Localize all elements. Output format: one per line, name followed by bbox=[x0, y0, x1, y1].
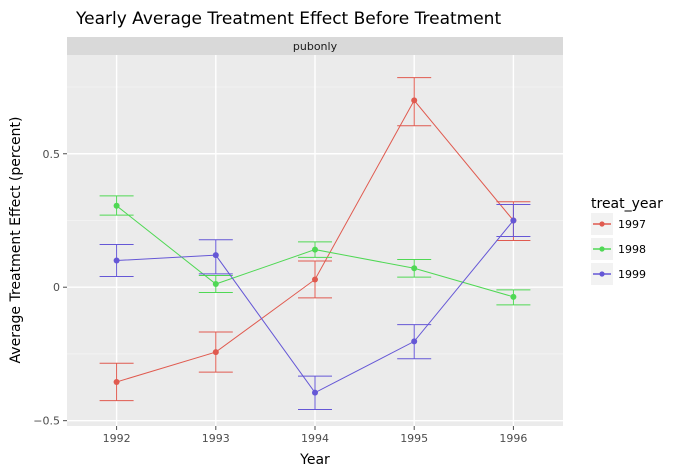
data-point bbox=[312, 276, 318, 283]
data-point bbox=[212, 281, 219, 288]
facet-strip-label: pubonly bbox=[293, 40, 338, 53]
data-point bbox=[312, 389, 318, 396]
series-layer bbox=[99, 77, 531, 410]
y-axis-title: Average Treatment Effect (percent) bbox=[8, 117, 24, 364]
data-point bbox=[312, 246, 318, 253]
x-axis-title: Year bbox=[299, 452, 330, 468]
data-point bbox=[411, 338, 418, 345]
y-tick-label: 0.5 bbox=[43, 148, 61, 161]
data-point bbox=[113, 257, 120, 264]
data-point bbox=[212, 349, 219, 356]
series-1998 bbox=[99, 195, 531, 306]
legend-title: treat_year bbox=[591, 196, 663, 212]
x-tick-label: 1993 bbox=[202, 432, 230, 445]
y-tick-label: 0 bbox=[53, 281, 60, 294]
x-axis-ticks: 1992 1993 1994 1995 1996 bbox=[103, 426, 527, 445]
legend-key-point bbox=[599, 271, 605, 277]
x-tick-label: 1996 bbox=[499, 432, 527, 445]
data-point bbox=[212, 252, 219, 259]
legend-item-1999: 1999 bbox=[591, 263, 646, 285]
data-point bbox=[510, 217, 517, 224]
legend-label: 1998 bbox=[618, 243, 646, 256]
data-point bbox=[113, 202, 120, 209]
data-point bbox=[113, 378, 120, 385]
facet-strip bbox=[67, 37, 563, 55]
legend-key-point bbox=[599, 246, 605, 252]
legend-key-point bbox=[599, 221, 605, 227]
x-tick-label: 1992 bbox=[103, 432, 131, 445]
x-tick-label: 1995 bbox=[400, 432, 428, 445]
data-point bbox=[411, 97, 418, 104]
legend: treat_year 1997 1998 1999 bbox=[591, 196, 663, 285]
chart-title: Yearly Average Treatment Effect Before T… bbox=[75, 9, 501, 29]
series-1999 bbox=[99, 203, 531, 410]
data-point bbox=[510, 293, 517, 300]
legend-item-1998: 1998 bbox=[591, 238, 646, 260]
legend-items: 1997 1998 1999 bbox=[591, 213, 646, 285]
x-tick-label: 1994 bbox=[301, 432, 329, 445]
legend-label: 1999 bbox=[618, 268, 646, 281]
y-axis-ticks: −0.5 0 0.5 bbox=[33, 148, 67, 428]
legend-item-1997: 1997 bbox=[591, 213, 646, 235]
legend-label: 1997 bbox=[618, 218, 646, 231]
y-tick-label: −0.5 bbox=[33, 415, 60, 428]
data-point bbox=[411, 265, 418, 272]
